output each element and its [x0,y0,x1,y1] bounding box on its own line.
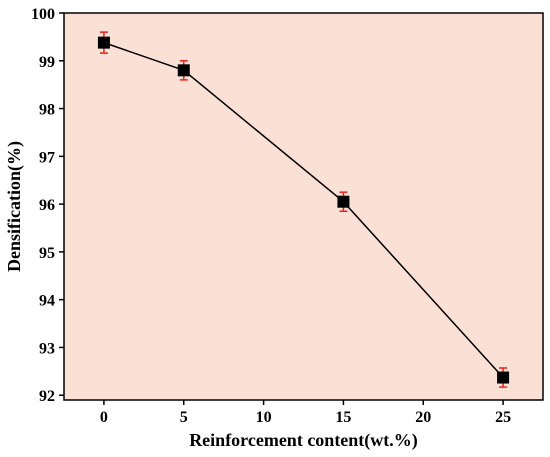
data-point-marker [97,36,110,49]
x-tick-label: 20 [415,409,431,426]
data-point-marker [337,195,350,208]
x-axis-title: Reinforcement content(wt.%) [189,430,418,451]
y-tick-label: 93 [39,340,55,357]
y-tick-label: 96 [39,197,55,214]
y-tick-label: 98 [39,102,55,119]
y-tick-label: 100 [31,6,55,23]
ticks-layer: 0 5 10 15 20 25 92 93 94 95 96 97 98 99 100 [31,6,511,426]
series-line [103,41,504,379]
x-tick-label: 5 [180,409,188,426]
y-axis-title: Densification(%) [4,141,25,272]
x-tick-label: 25 [495,409,511,426]
y-tick-label: 97 [39,149,55,166]
x-tick-label: 10 [256,409,272,426]
y-tick-label: 94 [39,293,55,310]
data-point-marker [177,64,190,77]
y-tick-label: 95 [39,245,55,262]
plot-background [64,13,543,400]
y-tick-label: 92 [39,388,55,405]
x-tick-label: 0 [100,409,108,426]
x-tick-label: 15 [335,409,351,426]
plot-frame [63,12,544,401]
series-layer [97,31,510,388]
data-point-marker [497,371,510,384]
y-tick-label: 99 [39,54,55,71]
